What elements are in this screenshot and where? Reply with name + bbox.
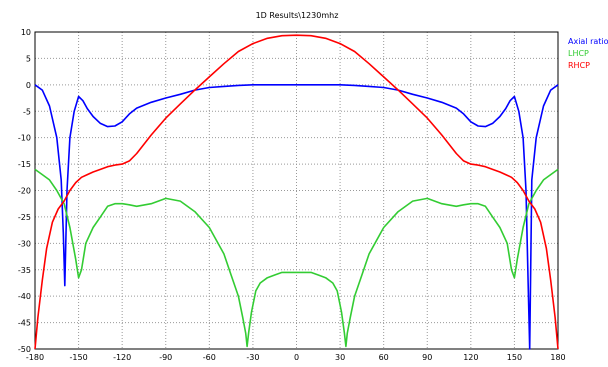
grid bbox=[35, 32, 558, 349]
x-tick-label: 30 bbox=[335, 353, 345, 362]
y-tick-labels: 10 5 0 -5 -10 -15 -20 -25 -30 -35 -40 -45 -50 bbox=[18, 28, 31, 354]
series-line-rhcp bbox=[34, 34, 559, 350]
x-tick-labels: -180 -150 -120 -90 -60 -30 0 30 60 90 120 150 180 bbox=[26, 353, 566, 362]
x-tick-label: -90 bbox=[159, 353, 172, 362]
x-tick-label: -180 bbox=[26, 353, 44, 362]
series-line-lhcp bbox=[34, 168, 559, 348]
x-tick-label: -120 bbox=[113, 353, 131, 362]
y-tick-label: -20 bbox=[18, 187, 31, 196]
x-tick-label: -30 bbox=[246, 353, 259, 362]
y-tick-label: -10 bbox=[18, 134, 31, 143]
y-tick-label: 0 bbox=[26, 81, 31, 90]
y-tick-label: -45 bbox=[18, 319, 31, 328]
x-tick-label: 90 bbox=[422, 353, 432, 362]
y-tick-label: -50 bbox=[18, 345, 31, 354]
y-tick-label: 5 bbox=[26, 54, 31, 63]
y-tick-label: -35 bbox=[18, 266, 31, 275]
x-tick-label: 0 bbox=[294, 353, 299, 362]
x-tick-label: -60 bbox=[203, 353, 216, 362]
plot-frame bbox=[34, 31, 559, 350]
x-tick-label: -150 bbox=[70, 353, 88, 362]
series-line-axial-ratio bbox=[34, 84, 559, 350]
legend: Axial ratio LHCP RHCP bbox=[568, 37, 608, 70]
legend-entry: LHCP bbox=[568, 49, 589, 58]
x-tick-label: 180 bbox=[550, 353, 565, 362]
y-tick-label: -30 bbox=[18, 239, 31, 248]
y-tick-label: -40 bbox=[18, 292, 31, 301]
chart-title: 1D Results\1230mhz bbox=[256, 11, 339, 20]
y-tick-label: 10 bbox=[21, 28, 31, 37]
x-tick-label: 120 bbox=[463, 353, 478, 362]
y-tick-label: -5 bbox=[23, 107, 31, 116]
y-tick-label: -25 bbox=[18, 213, 31, 222]
x-tick-label: 60 bbox=[379, 353, 389, 362]
series-group bbox=[34, 34, 559, 350]
y-tick-label: -15 bbox=[18, 160, 31, 169]
legend-entry: RHCP bbox=[568, 61, 590, 70]
x-tick-label: 150 bbox=[507, 353, 522, 362]
legend-entry: Axial ratio bbox=[568, 37, 608, 46]
